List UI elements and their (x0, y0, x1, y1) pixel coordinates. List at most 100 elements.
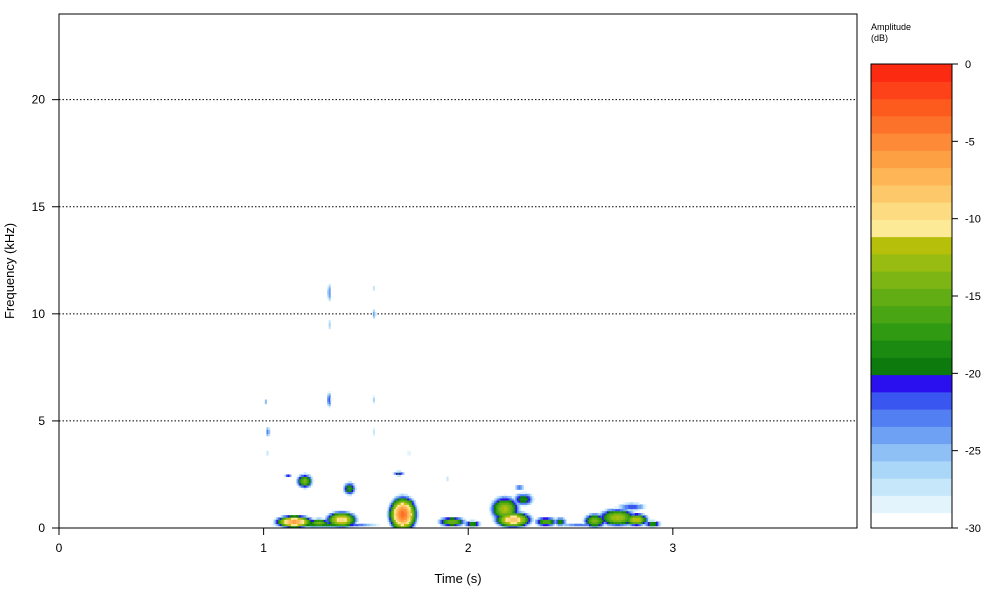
spectrogram-cell (642, 517, 646, 520)
spectrogram-cell (412, 515, 415, 518)
spectrogram-cell (400, 495, 403, 499)
spectrogram-cell (294, 523, 297, 527)
spectrogram-cell (353, 491, 356, 495)
spectrogram-cell (343, 489, 346, 492)
colorbar-swatch (871, 253, 952, 272)
colorbar-tick-label: -5 (965, 136, 975, 148)
spectrogram-cell (446, 476, 449, 480)
spectrogram-cell (389, 506, 392, 510)
spectrogram-cell (315, 519, 318, 522)
spectrogram-cell (528, 513, 531, 516)
spectrogram-cell (312, 525, 315, 529)
spectrogram-cell (636, 521, 639, 525)
spectrogram-cell (652, 523, 655, 527)
spectrogram-cell (518, 493, 521, 497)
spectrogram-cell (608, 521, 611, 525)
spectrogram-cell (456, 517, 459, 520)
spectrogram-cell (613, 525, 616, 529)
spectrogram-cell (525, 500, 528, 503)
spectrogram-cell (616, 506, 619, 510)
spectrogram-cell (642, 521, 646, 525)
spectrogram-cell (600, 521, 603, 525)
spectrogram-cell (403, 523, 407, 527)
spectrogram-cell (502, 508, 505, 512)
spectrogram-cell (631, 517, 634, 520)
spectrogram-cell (310, 483, 313, 486)
spectrogram-cell (286, 521, 289, 525)
spectrogram-cell (333, 519, 336, 522)
spectrogram-cell (513, 521, 516, 525)
spectrogram-cell (548, 519, 551, 522)
spectrogram-cell (559, 521, 562, 525)
spectrogram-heatmap (264, 283, 662, 529)
spectrogram-cell (399, 493, 402, 497)
colorbar-swatch (871, 64, 952, 82)
spectrogram-cell (328, 519, 331, 522)
spectrogram-cell (597, 515, 600, 518)
spectrogram-cell (459, 517, 462, 520)
spectrogram-cell (284, 519, 287, 522)
spectrogram-cell (516, 508, 519, 512)
spectrogram-cell (538, 519, 541, 522)
spectrogram-cell (328, 401, 331, 405)
spectrogram-cell (523, 495, 526, 499)
spectrogram-cell (510, 495, 513, 499)
spectrogram-cell (512, 506, 515, 510)
spectrogram-cell (289, 521, 292, 525)
spectrogram-cell (512, 521, 515, 525)
spectrogram-cell (310, 517, 313, 520)
spectrogram-cell (516, 523, 519, 527)
spectrogram-cell (304, 523, 307, 527)
spectrogram-cell (415, 521, 418, 525)
spectrogram-cell (598, 523, 601, 527)
spectrogram-cell (346, 521, 349, 525)
spectrogram-cell (513, 498, 516, 501)
spectrogram-cell (649, 521, 652, 525)
spectrogram-cell (415, 502, 418, 505)
spectrogram-cell (615, 510, 618, 514)
spectrogram-cell (606, 513, 609, 516)
spectrogram-cell (505, 515, 508, 518)
spectrogram-cell (295, 525, 298, 529)
spectrogram-cell (530, 502, 533, 505)
spectrogram-cell (327, 513, 330, 516)
spectrogram-cell (508, 523, 511, 527)
spectrogram-cell (441, 521, 444, 525)
spectrogram-cell (605, 521, 608, 525)
spectrogram-cell (327, 517, 330, 520)
spectrogram-cell (390, 502, 393, 505)
spectrogram-cell (284, 523, 287, 527)
spectrogram-cell (531, 498, 534, 501)
spectrogram-cell (389, 504, 392, 507)
spectrogram-cell (322, 521, 325, 525)
spectrogram-cell (302, 525, 305, 529)
spectrogram-cell (305, 485, 308, 488)
spectrogram-cell (307, 476, 310, 480)
spectrogram-cell (657, 521, 660, 525)
spectrogram-cell (631, 502, 634, 505)
spectrogram-cell (587, 521, 590, 525)
spectrogram-cell (413, 523, 416, 527)
spectrogram-cell (407, 498, 410, 501)
spectrogram-cell (412, 502, 415, 505)
spectrogram-cell (302, 485, 305, 488)
spectrogram-cell (335, 525, 338, 529)
spectrogram-cell (538, 521, 541, 525)
spectrogram-cell (516, 500, 519, 503)
spectrogram-cell (523, 525, 526, 529)
spectrogram-cell (413, 508, 416, 512)
spectrogram-cell (518, 517, 521, 520)
spectrogram-cell (299, 483, 302, 486)
spectrogram-cell (588, 525, 591, 529)
spectrogram-cell (407, 525, 410, 529)
spectrogram-cell (277, 521, 280, 525)
spectrogram-cell (372, 311, 375, 315)
spectrogram-cell (495, 500, 498, 503)
spectrogram-cell (407, 513, 410, 516)
spectrogram-cell (507, 508, 510, 512)
spectrogram-cell (328, 288, 331, 291)
spectrogram-cell (459, 523, 462, 527)
spectrogram-cell (372, 431, 375, 435)
spectrogram-cell (515, 525, 518, 529)
spectrogram-cell (575, 523, 578, 527)
